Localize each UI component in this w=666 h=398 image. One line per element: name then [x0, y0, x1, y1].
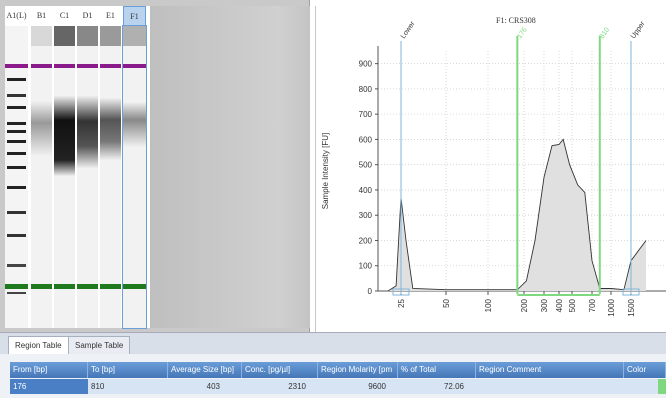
x-tick-label: 200	[520, 298, 529, 312]
x-tick-label: 1500	[627, 298, 636, 316]
trace-fill	[388, 139, 646, 291]
x-tick-label: 300	[540, 298, 549, 312]
x-tick-label: 1000	[607, 298, 616, 316]
trace-line	[387, 138, 647, 292]
y-axis-label: Sample Intensity [FU]	[321, 133, 330, 209]
lane-header-e1[interactable]: E1	[106, 11, 115, 20]
column-header-to[interactable]: To [bp]	[88, 362, 168, 378]
x-tick-label: 100	[484, 298, 493, 312]
y-tick-label: 900	[359, 60, 373, 69]
y-tick-label: 100	[359, 262, 373, 271]
region-table: From [bp] To [bp] Average Size [bp] Conc…	[0, 354, 666, 398]
electropherogram-chart[interactable]: 0 100 200 300 400 500 600 700 800 900 Sample Inten…	[316, 6, 666, 332]
gel-image-panel: A1(L) B1 C1 D1 E1 F1	[0, 0, 310, 332]
region-start-label: 176	[516, 26, 528, 40]
lane-e1-bands	[100, 26, 121, 289]
table-row[interactable]: 176 810 403 2310 9600 72.06	[10, 379, 666, 394]
lane-header-c1[interactable]: C1	[59, 11, 70, 20]
y-tick-label: 300	[359, 211, 373, 220]
lane-header-f1[interactable]: F1	[123, 6, 146, 26]
column-header-average-size[interactable]: Average Size [bp]	[168, 362, 242, 378]
lane-header-ladder[interactable]: A1(L)	[6, 11, 27, 20]
gel-lane-e1[interactable]	[100, 26, 121, 328]
cell-region-comment[interactable]	[476, 379, 624, 394]
column-header-percent-total[interactable]: % of Total	[398, 362, 476, 378]
lane-b1-bands	[31, 26, 52, 289]
gel-lane-d1[interactable]	[77, 26, 98, 328]
lane-d1-bands	[77, 26, 98, 289]
cell-percent-total[interactable]: 72.06	[443, 382, 464, 391]
column-header-region-comment[interactable]: Region Comment	[476, 362, 624, 378]
cell-concentration[interactable]: 2310	[288, 382, 306, 391]
column-header-region-molarity[interactable]: Region Molarity [pm	[318, 362, 398, 378]
x-tick-label: 500	[568, 298, 577, 312]
x-tick-label: 50	[442, 298, 451, 307]
gel-lane-ladder[interactable]	[5, 26, 28, 328]
lane-c1-bands	[54, 26, 75, 289]
column-header-from[interactable]: From [bp]	[10, 362, 88, 378]
y-tick-label: 400	[359, 186, 373, 195]
x-tick-label: 700	[588, 298, 597, 312]
y-tick-label: 800	[359, 85, 373, 94]
y-tick-label: 600	[359, 135, 373, 144]
cell-to[interactable]: 810	[91, 382, 105, 391]
column-header-concentration[interactable]: Conc. [pg/µl]	[242, 362, 318, 378]
lane-header-b1[interactable]: B1	[36, 11, 47, 20]
x-tick-label: 400	[555, 298, 564, 312]
region-end-label: 810	[599, 26, 611, 40]
gel-lane-f1[interactable]	[122, 25, 147, 329]
ladder-bands	[5, 64, 28, 294]
x-tick-label: 25	[397, 298, 406, 307]
y-tick-label: 700	[359, 110, 373, 119]
lane-f1-bands	[123, 26, 146, 289]
tab-sample-table[interactable]: Sample Table	[68, 336, 131, 355]
lane-header-d1[interactable]: D1	[82, 11, 93, 20]
gel-lane-b1[interactable]	[31, 26, 52, 328]
upper-marker-box	[622, 288, 640, 296]
y-tick-label: 0	[368, 287, 373, 296]
cell-region-molarity[interactable]: 9600	[368, 382, 386, 391]
y-tick-label: 200	[359, 236, 373, 245]
y-tick-label: 500	[359, 161, 373, 170]
upper-marker-label: Upper	[630, 20, 647, 40]
electropherogram-panel: F1: CRS308 0 100 200 300 400 500 600 700 800 900 S…	[315, 6, 666, 332]
column-header-color[interactable]: Color	[624, 362, 666, 378]
lower-marker-label: Lower	[400, 20, 417, 40]
table-tab-strip: Region Table Sample Table	[0, 332, 666, 355]
gel-image: A1(L) B1 C1 D1 E1 F1	[5, 6, 150, 329]
gel-empty-area	[150, 6, 310, 328]
cell-average-size[interactable]: 403	[206, 382, 220, 391]
tab-region-table[interactable]: Region Table	[8, 336, 69, 355]
gel-lane-c1[interactable]	[54, 26, 75, 328]
plot-title: F1: CRS308	[496, 16, 536, 25]
lower-marker-box	[392, 288, 410, 296]
cell-color-swatch[interactable]	[658, 379, 666, 394]
cell-from[interactable]: 176	[10, 379, 88, 394]
table-header-row: From [bp] To [bp] Average Size [bp] Conc…	[10, 362, 666, 378]
